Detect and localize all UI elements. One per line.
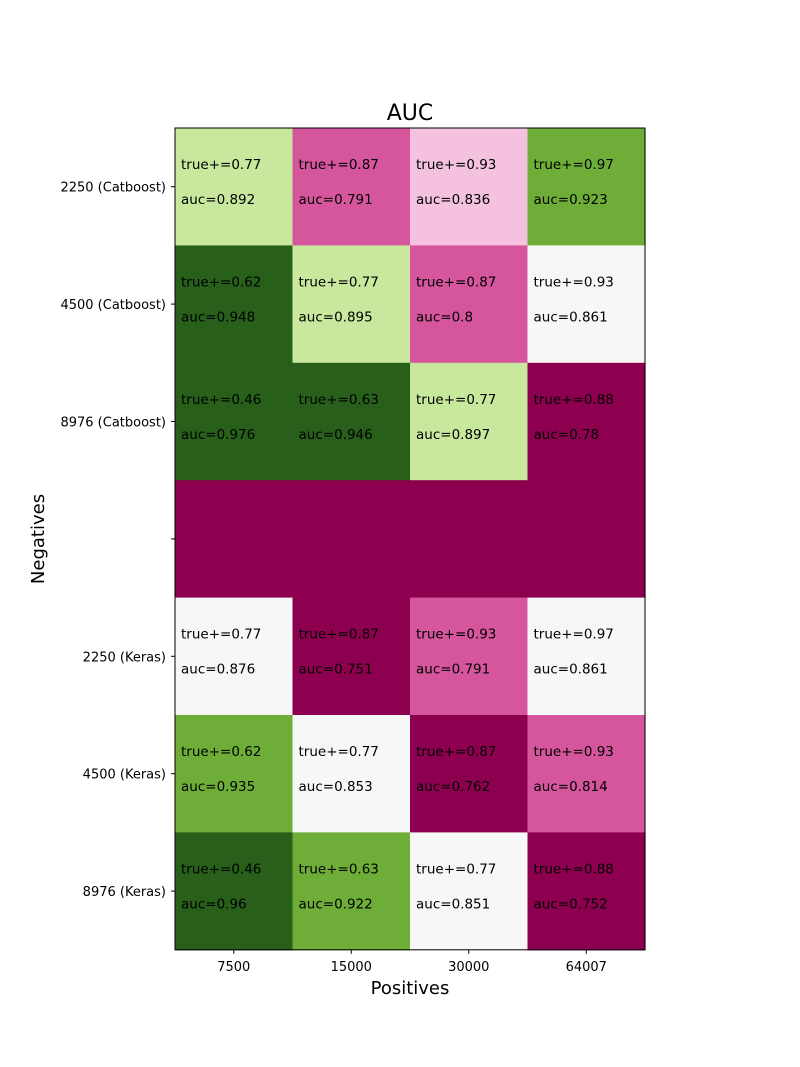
heatmap-cell [175,597,294,716]
cell-true-positive-label: true+=0.87 [416,744,496,760]
heatmap-cell [410,245,529,364]
heatmap-cell [175,832,294,951]
cell-auc-label: auc=0.861 [534,309,608,325]
y-axis-label: Negatives [28,494,49,584]
y-tick-label: 8976 (Keras) [83,885,166,900]
cell-auc-label: auc=0.935 [181,779,255,795]
cell-true-positive-label: true+=0.77 [416,392,496,408]
x-tick-label: 15000 [331,960,372,975]
cell-auc-label: auc=0.922 [299,896,373,912]
heatmap-cell [292,245,411,364]
heatmap-cell [292,480,411,599]
cell-true-positive-label: true+=0.93 [534,274,614,290]
heatmap-cell [527,715,646,833]
y-axis: 2250 (Catboost) 4500 (Catboost) 8976 (Catb… [60,181,175,900]
cell-true-positive-label: true+=0.77 [299,744,379,760]
cell-auc-label: auc=0.892 [181,192,255,208]
cell-true-positive-label: true+=0.88 [534,392,614,408]
cell-true-positive-label: true+=0.62 [181,744,261,760]
cell-true-positive-label: true+=0.77 [181,157,261,173]
heatmap-cell [527,480,646,599]
cell-true-positive-label: true+=0.63 [299,861,379,877]
heatmap-cell [292,362,411,481]
cell-true-positive-label: true+=0.46 [181,861,261,877]
cell-true-positive-label: true+=0.87 [299,157,379,173]
x-axis: 7500 15000 30000 64007 [217,949,607,975]
cell-true-positive-label: true+=0.63 [299,392,379,408]
cell-auc-label: auc=0.851 [416,896,490,912]
cell-true-positive-label: true+=0.97 [534,627,614,643]
cell-true-positive-label: true+=0.93 [416,157,496,173]
heatmap-cell [410,715,529,833]
heatmap-cell [292,128,411,246]
heatmap-cell [292,715,411,833]
cell-true-positive-label: true+=0.87 [416,274,496,290]
cell-true-positive-label: true+=0.77 [299,274,379,290]
cell-auc-label: auc=0.791 [416,662,490,678]
cell-auc-label: auc=0.836 [416,192,490,208]
heatmap-cells [175,128,646,951]
heatmap-cell [527,362,646,481]
cell-true-positive-label: true+=0.93 [416,627,496,643]
cell-auc-label: auc=0.752 [534,896,608,912]
cell-auc-label: auc=0.895 [299,309,373,325]
x-tick-label: 30000 [448,960,489,975]
heatmap-cell [292,832,411,951]
heatmap-cell [175,245,294,364]
heatmap-cell [175,128,294,246]
cell-true-positive-label: true+=0.46 [181,392,261,408]
heatmap-cell [175,362,294,481]
cell-auc-label: auc=0.762 [416,779,490,795]
x-tick-label: 7500 [217,960,250,975]
heatmap-cell [410,128,529,246]
y-tick-label: 2250 (Keras) [83,650,166,665]
cell-true-positive-label: true+=0.87 [299,627,379,643]
cell-auc-label: auc=0.751 [299,662,373,678]
cell-auc-label: auc=0.96 [181,896,247,912]
cell-labels: true+=0.77 auc=0.892 true+=0.87 auc=0.791 tr… [181,157,614,912]
heatmap-cell [410,362,529,481]
cell-auc-label: auc=0.8 [416,309,473,325]
cell-true-positive-label: true+=0.77 [416,861,496,877]
heatmap-cell [410,832,529,951]
cell-auc-label: auc=0.791 [299,192,373,208]
cell-auc-label: auc=0.946 [299,427,373,443]
heatmap-cell [410,597,529,716]
heatmap-cell [292,597,411,716]
cell-auc-label: auc=0.853 [299,779,373,795]
cell-auc-label: auc=0.78 [534,427,600,443]
x-tick-label: 64007 [566,960,607,975]
y-tick-label: 4500 (Catboost) [60,298,166,313]
cell-true-positive-label: true+=0.93 [534,744,614,760]
heatmap-cell [527,128,646,246]
cell-auc-label: auc=0.814 [534,779,608,795]
heatmap-cell [175,480,294,599]
cell-auc-label: auc=0.923 [534,192,608,208]
heatmap-cell [410,480,529,599]
cell-auc-label: auc=0.948 [181,309,255,325]
heatmap-cell [175,715,294,833]
heatmap-cell [527,245,646,364]
chart-title: AUC [387,101,434,126]
y-tick-label: 8976 (Catboost) [60,416,166,431]
cell-true-positive-label: true+=0.77 [181,627,261,643]
heatmap-cell [527,832,646,951]
x-axis-label: Positives [371,978,450,999]
heatmap-cell [527,597,646,716]
y-tick-label: 2250 (Catboost) [60,181,166,196]
cell-auc-label: auc=0.897 [416,427,490,443]
cell-true-positive-label: true+=0.88 [534,861,614,877]
cell-auc-label: auc=0.861 [534,662,608,678]
cell-true-positive-label: true+=0.62 [181,274,261,290]
cell-true-positive-label: true+=0.97 [534,157,614,173]
y-tick-label: 4500 (Keras) [83,768,166,783]
cell-auc-label: auc=0.876 [181,662,255,678]
cell-auc-label: auc=0.976 [181,427,255,443]
